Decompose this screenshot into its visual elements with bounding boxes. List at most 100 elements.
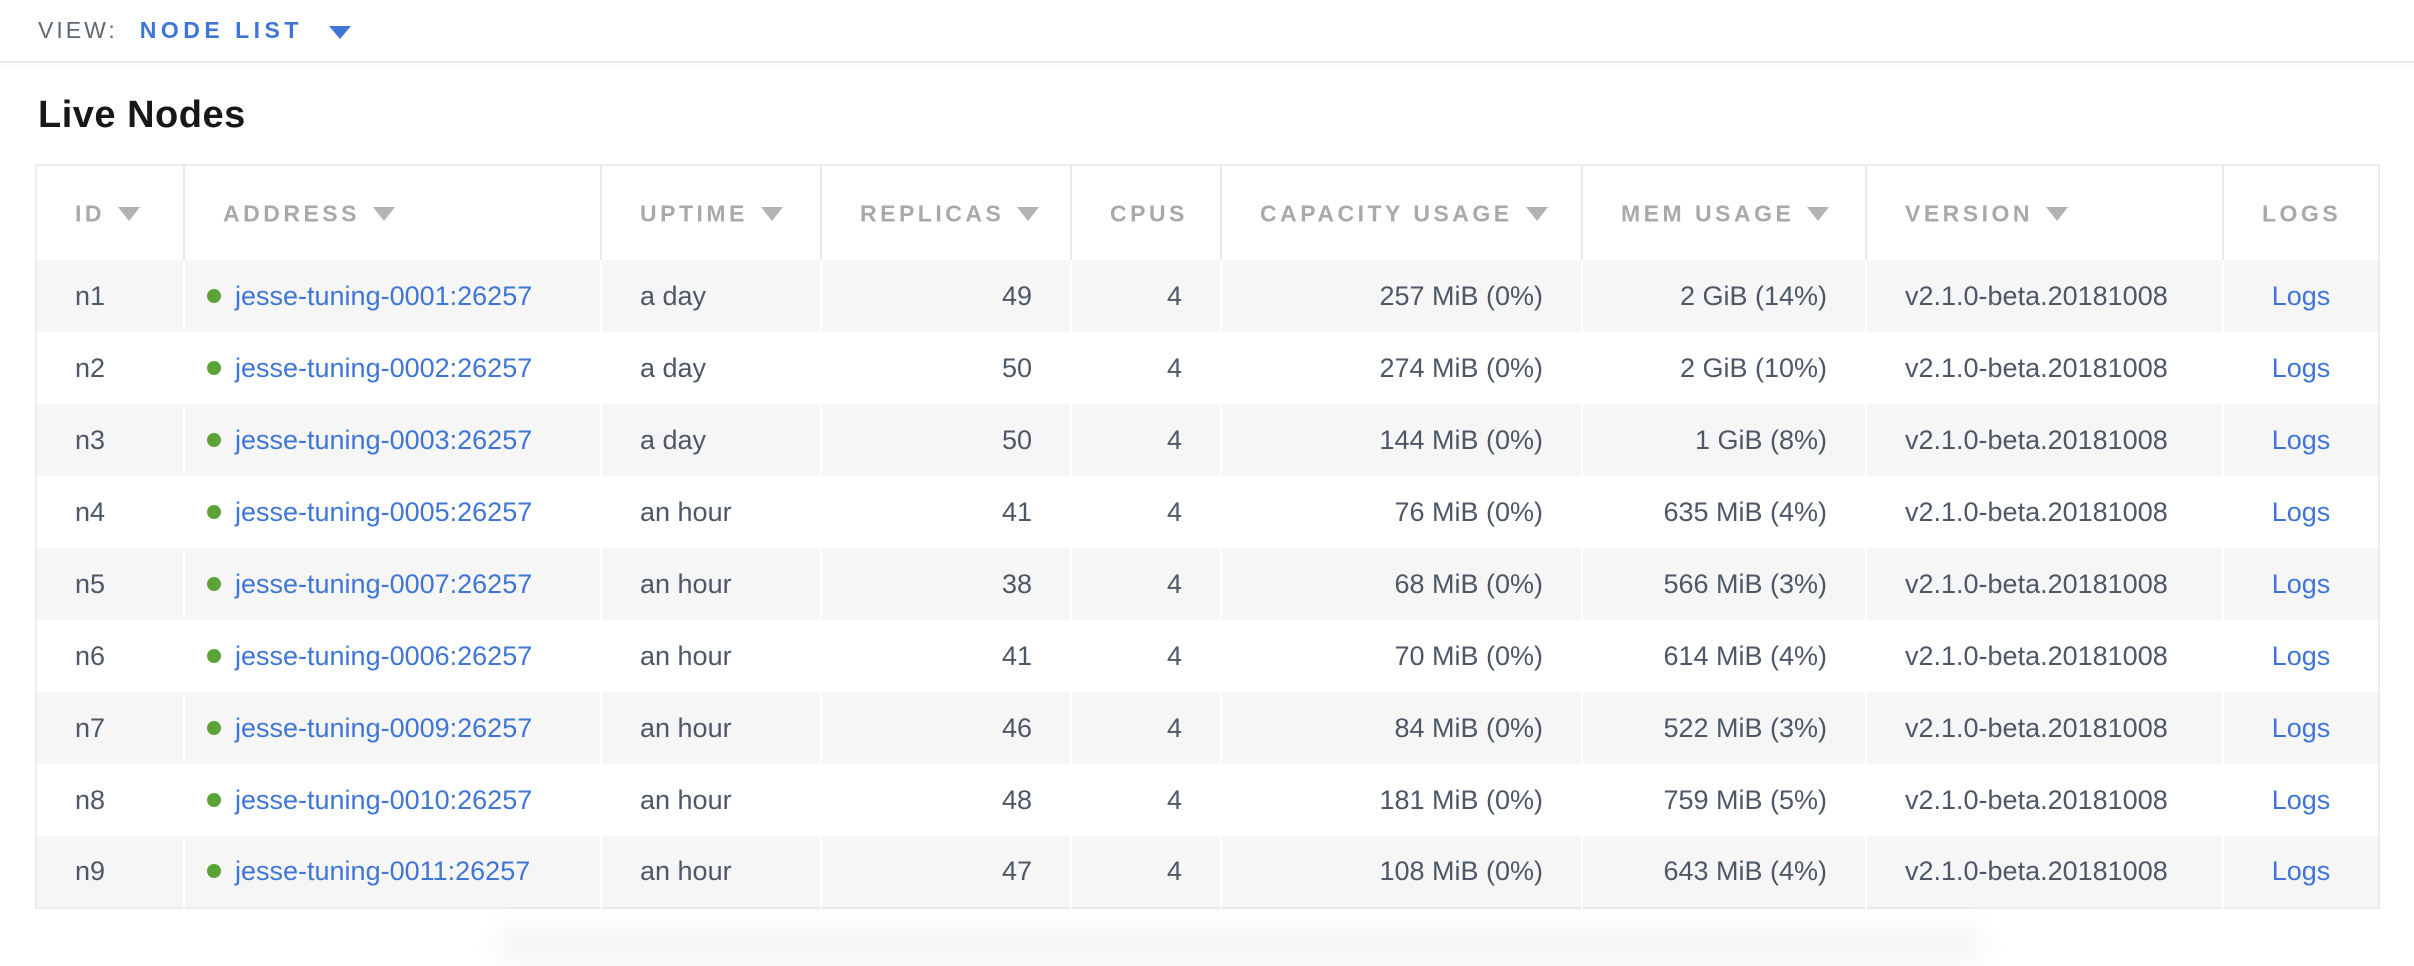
cell-logs: Logs [2222,620,2379,692]
cell-uptime: a day [600,260,821,332]
logs-link[interactable]: Logs [2271,640,2331,671]
cell-version: v2.1.0-beta.20181008 [1865,332,2223,404]
table-row: n5 jesse-tuning-0007:26257 an hour 38 4 68 Mi… [36,548,2379,620]
logs-link[interactable]: Logs [2271,280,2331,311]
cell-address: jesse-tuning-0009:26257 [183,692,601,764]
column-header-label: ADDRESS [223,200,360,227]
cell-capacity: 257 MiB (0%) [1220,260,1582,332]
node-address-link[interactable]: jesse-tuning-0010:26257 [235,784,533,815]
cell-capacity: 108 MiB (0%) [1220,836,1582,908]
logs-link[interactable]: Logs [2271,568,2331,599]
column-header-replicas[interactable]: REPLICAS [820,165,1071,260]
node-address-link[interactable]: jesse-tuning-0002:26257 [235,352,533,383]
node-address-link[interactable]: jesse-tuning-0011:26257 [235,856,531,886]
column-header-capacity[interactable]: CAPACITY USAGE [1220,165,1582,260]
cell-id: n9 [75,856,106,886]
node-status-dot-icon [207,432,221,447]
column-header-version[interactable]: VERSION [1865,165,2223,260]
cell-id: n1 [75,280,106,311]
column-header-uptime[interactable]: UPTIME [600,165,821,260]
view-label: VIEW: [38,17,118,43]
column-header-address[interactable]: ADDRESS [183,165,601,260]
node-address-link[interactable]: jesse-tuning-0007:26257 [235,568,533,599]
cell-id: n5 [75,568,106,599]
logs-link[interactable]: Logs [2271,352,2331,383]
page-title: Live Nodes [38,94,246,136]
sort-caret-icon [1807,206,1830,221]
column-header-label: REPLICAS [860,200,1005,227]
node-address-link[interactable]: jesse-tuning-0003:26257 [235,424,533,455]
node-status-dot-icon [207,576,221,591]
cell-mem: 2 GiB (10%) [1581,332,1866,404]
node-address-link[interactable]: jesse-tuning-0006:26257 [235,640,533,671]
cell-logs: Logs [2222,692,2379,764]
table-row: n1 jesse-tuning-0001:26257 a day 49 4 257 MiB… [36,260,2379,332]
cell-capacity: 70 MiB (0%) [1220,620,1582,692]
node-address-link[interactable]: jesse-tuning-0009:26257 [235,712,533,743]
cell-version: v2.1.0-beta.20181008 [1865,548,2223,620]
column-header-mem[interactable]: MEM USAGE [1581,165,1866,260]
cell-uptime: an hour [600,692,821,764]
logs-link[interactable]: Logs [2271,496,2331,527]
cell-logs: Logs [2222,404,2379,476]
cell-address: jesse-tuning-0007:26257 [183,548,601,620]
cell-version: v2.1.0-beta.20181008 [1865,476,2223,548]
cell-capacity: 144 MiB (0%) [1220,404,1582,476]
cell-cpus: 4 [1070,260,1221,332]
view-selected-value: NODE LIST [139,17,303,43]
column-header-logs: LOGS [2222,165,2379,260]
cell-mem: 566 MiB (3%) [1581,548,1866,620]
cell-address: jesse-tuning-0011:26257 [183,836,601,908]
cell-cpus: 4 [1070,332,1221,404]
column-header-label: ID [75,200,105,227]
node-status-dot-icon [207,720,221,735]
cell-cpus: 4 [1070,692,1221,764]
table-row: n6 jesse-tuning-0006:26257 an hour 41 4 70 Mi… [36,620,2379,692]
cell-uptime: an hour [600,476,821,548]
column-header-label: CAPACITY USAGE [1260,200,1513,227]
cell-capacity: 76 MiB (0%) [1220,476,1582,548]
cell-replicas: 46 [820,692,1071,764]
cell-cpus: 4 [1070,548,1221,620]
cell-address: jesse-tuning-0010:26257 [183,764,601,836]
cell-uptime: an hour [600,548,821,620]
cell-version: v2.1.0-beta.20181008 [1865,692,2223,764]
cell-capacity: 274 MiB (0%) [1220,332,1582,404]
cell-logs: Logs [2222,332,2379,404]
cell-id: n6 [75,640,106,671]
cell-address: jesse-tuning-0006:26257 [183,620,601,692]
cell-logs: Logs [2222,260,2379,332]
table-header-row: ID ADDRESS UPTIME REPLICAS CPUS CAPACITY USAG… [36,165,2379,260]
logs-link[interactable]: Logs [2271,712,2331,743]
table-row: n4 jesse-tuning-0005:26257 an hour 41 4 76 Mi… [36,476,2379,548]
sort-caret-icon [372,206,395,221]
cell-address: jesse-tuning-0002:26257 [183,332,601,404]
cell-cpus: 4 [1070,404,1221,476]
cell-cpus: 4 [1070,836,1221,908]
cell-cpus: 4 [1070,476,1221,548]
node-address-link[interactable]: jesse-tuning-0005:26257 [235,496,533,527]
node-address-link[interactable]: jesse-tuning-0001:26257 [235,280,533,311]
cell-version: v2.1.0-beta.20181008 [1865,404,2223,476]
logs-link[interactable]: Logs [2271,424,2331,455]
cell-address: jesse-tuning-0003:26257 [183,404,601,476]
cell-version: v2.1.0-beta.20181008 [1865,260,2223,332]
column-header-label: VERSION [1905,200,2034,227]
cell-id: n7 [75,712,106,743]
column-header-cpus: CPUS [1070,165,1221,260]
node-status-dot-icon [207,648,221,663]
logs-link[interactable]: Logs [2271,856,2331,886]
logs-link[interactable]: Logs [2271,784,2331,815]
view-selector-dropdown[interactable]: NODE LIST [140,17,351,44]
cell-replicas: 48 [820,764,1071,836]
cell-replicas: 41 [820,620,1071,692]
cell-replicas: 47 [820,836,1071,908]
table-row: n2 jesse-tuning-0002:26257 a day 50 4 274 MiB… [36,332,2379,404]
cell-id: n4 [75,496,106,527]
sort-caret-icon [760,206,783,221]
cell-uptime: a day [600,332,821,404]
column-header-id[interactable]: ID [36,165,184,260]
table-row: n8 jesse-tuning-0010:26257 an hour 48 4 181 M… [36,764,2379,836]
cell-address: jesse-tuning-0005:26257 [183,476,601,548]
column-header-label: LOGS [2262,200,2342,227]
